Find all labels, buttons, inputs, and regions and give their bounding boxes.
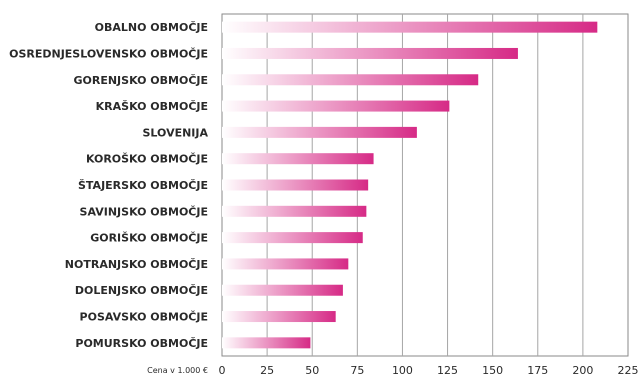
x-axis-label: Cena v 1.000 € [147,366,208,375]
category-label: OBALNO OBMOČJE [95,21,208,34]
category-label: KOROŠKO OBMOČJE [86,153,208,166]
x-tick-label: 50 [305,364,319,377]
x-tick-label: 225 [618,364,639,377]
category-label: POMURSKO OBMOČJE [75,337,208,350]
bar [222,232,363,244]
category-label: GORIŠKO OBMOČJE [90,232,208,245]
x-tick-label: 150 [482,364,503,377]
bar [222,126,417,138]
category-labels: OBALNO OBMOČJE OSREDNJESLOVENSKO OBMOČJE G… [9,21,208,350]
bar [222,47,518,59]
category-label: POSAVSKO OBMOČJE [80,311,208,324]
category-label: GORENJSKO OBMOČJE [73,74,208,87]
bar [222,311,336,323]
bar [222,100,450,112]
category-label: OSREDNJESLOVENSKO OBMOČJE [9,47,208,60]
bar [222,284,343,296]
bar [222,337,311,349]
bar [222,74,479,86]
category-label: SAVINJSKO OBMOČJE [80,205,208,218]
bar [222,153,374,165]
category-label: NOTRANJSKO OBMOČJE [65,258,208,271]
category-label: KRAŠKO OBMOČJE [96,100,208,113]
category-label: SLOVENIJA [142,126,208,139]
bar [222,179,369,191]
x-tick-label: 200 [572,364,593,377]
bar [222,258,349,270]
x-tick-label: 175 [527,364,548,377]
category-label: ŠTAJERSKO OBMOČJE [78,179,208,192]
bar [222,21,598,33]
x-tick-label: 25 [260,364,274,377]
x-tick-label: 125 [437,364,458,377]
x-tick-label: 0 [219,364,226,377]
category-label: DOLENJSKO OBMOČJE [75,284,208,297]
grid-lines [266,14,584,356]
x-tick-label: 75 [350,364,364,377]
bar [222,205,367,217]
x-tick-labels: 0 25 50 75 100 125 150 175 200 225 [219,364,639,377]
x-tick-label: 100 [392,364,413,377]
bars [222,21,598,349]
